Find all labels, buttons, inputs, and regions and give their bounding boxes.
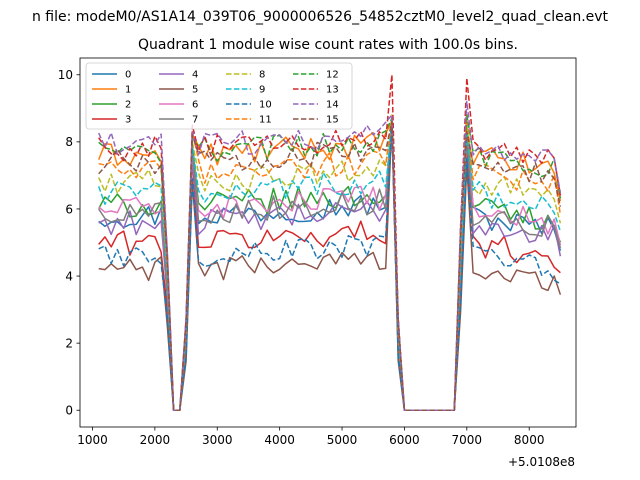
x-tick-label: 5000: [327, 433, 358, 447]
legend-label-10: 10: [259, 100, 272, 111]
x-tick-label: 7000: [452, 433, 483, 447]
legend-label-14: 14: [326, 100, 339, 111]
x-offset-label: +5.0108e8: [508, 455, 575, 469]
x-tick-label: 1000: [77, 433, 108, 447]
x-tick-label: 8000: [514, 433, 545, 447]
legend-label-1: 1: [125, 85, 131, 96]
y-tick-label: 8: [65, 135, 73, 149]
legend-label-12: 12: [326, 70, 339, 81]
y-tick-label: 2: [65, 336, 73, 350]
legend-label-13: 13: [326, 85, 339, 96]
legend-label-2: 2: [125, 100, 131, 111]
plot-area: [97, 74, 562, 411]
y-tick-label: 4: [65, 269, 73, 283]
legend-label-7: 7: [192, 115, 198, 126]
legend-label-5: 5: [192, 85, 198, 96]
y-tick-label: 6: [65, 202, 73, 216]
x-tick-label: 6000: [389, 433, 420, 447]
x-tick-label: 2000: [140, 433, 171, 447]
legend-box: [85, 62, 353, 130]
x-tick-label: 3000: [202, 433, 233, 447]
figure-suptitle: n file: modeM0/AS1A14_039T06_9000006526_…: [32, 9, 609, 25]
series-line-11: [98, 114, 562, 411]
series-line-13: [98, 74, 562, 411]
x-tick-label: 4000: [264, 433, 295, 447]
legend-label-11: 11: [259, 115, 272, 126]
series-line-15: [98, 120, 562, 411]
legend-label-15: 15: [326, 115, 339, 126]
chart-title: Quadrant 1 module wise count rates with …: [138, 37, 518, 53]
legend-label-3: 3: [125, 115, 131, 126]
y-tick-label: 0: [65, 404, 73, 418]
y-tick-label: 10: [58, 68, 73, 82]
axes-frame: [79, 57, 577, 428]
legend-label-0: 0: [125, 70, 131, 81]
legend-label-8: 8: [259, 70, 265, 81]
legend-label-9: 9: [259, 85, 265, 96]
legend-label-4: 4: [192, 70, 198, 81]
legend-label-6: 6: [192, 100, 198, 111]
